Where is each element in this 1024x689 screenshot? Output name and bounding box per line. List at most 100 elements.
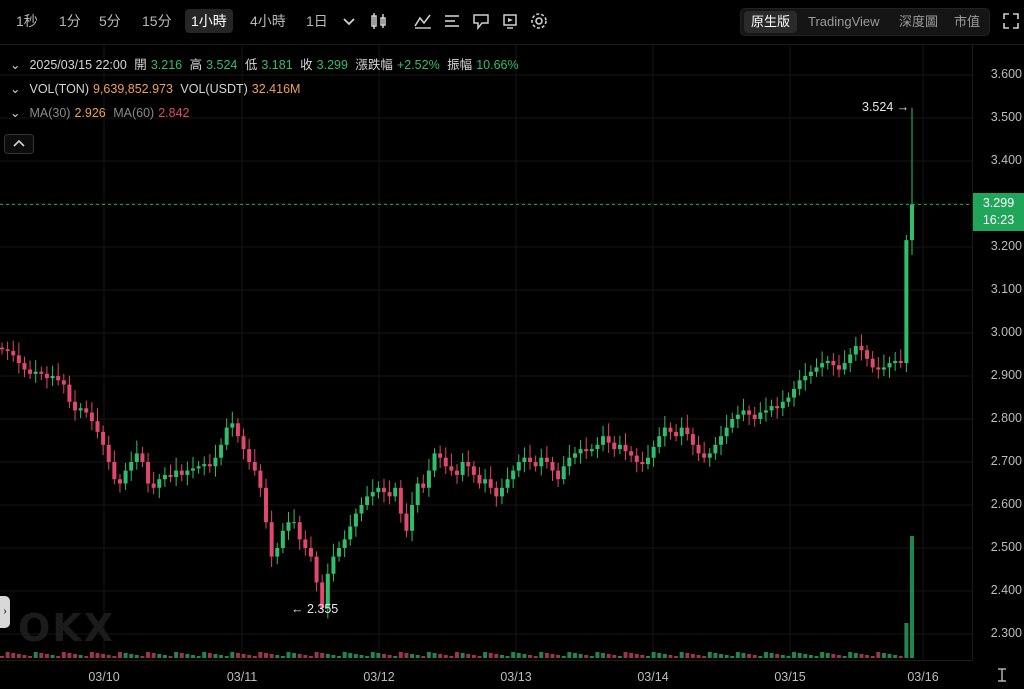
candle-body [140, 453, 145, 462]
candle-body [477, 474, 482, 484]
candle-body [865, 350, 870, 359]
candle-body [0, 347, 4, 350]
candle-countdown: 16:23 [982, 213, 1015, 227]
mode-market-cap[interactable]: 市值 [954, 14, 981, 29]
ma30-label: MA(30) [29, 106, 71, 120]
volume-bar [314, 652, 319, 658]
volume-bar [595, 652, 600, 658]
volume-bar [95, 653, 100, 658]
reset-scale-icon[interactable] [994, 667, 1010, 683]
candle-body [645, 457, 650, 465]
replay-icon[interactable] [499, 10, 521, 32]
candle-body [337, 548, 342, 557]
drawing-icon[interactable] [470, 10, 492, 32]
volume-bar [842, 656, 847, 658]
timeframe-4h[interactable]: 4小時 [250, 13, 286, 29]
timeframe-15m[interactable]: 15分 [142, 13, 172, 29]
volume-bar [106, 655, 111, 658]
candle-body [230, 423, 235, 428]
chevron-down-icon[interactable]: ⌄ [10, 106, 21, 120]
mode-native[interactable]: 原生版 [744, 11, 798, 33]
volume-bar [404, 653, 409, 658]
volume-bar [803, 654, 808, 658]
volume-bar [331, 655, 336, 658]
volume-bar [258, 652, 263, 658]
volume-bar [348, 653, 353, 658]
price-tick-label: 2.600 [990, 497, 1022, 511]
chevron-down-icon[interactable]: ⌄ [10, 58, 21, 72]
timeframe-1d[interactable]: 1日 [306, 13, 328, 29]
expand-panel-button[interactable]: › [0, 596, 10, 628]
mode-depth[interactable]: 深度圖 [899, 14, 939, 29]
volume-bar [370, 652, 375, 658]
candle-body [5, 349, 10, 352]
candle-body [174, 470, 179, 478]
indicators-icon[interactable] [412, 10, 434, 32]
settings-list-icon[interactable] [441, 10, 463, 32]
timeframe-1m[interactable]: 1分 [59, 13, 81, 29]
chevron-down-icon[interactable] [338, 10, 360, 32]
expand-icon[interactable] [1000, 10, 1022, 32]
volume-bar [320, 653, 325, 658]
volume-bar [747, 654, 752, 658]
volume-bar [50, 655, 55, 658]
time-tick-label: 03/10 [88, 670, 120, 684]
vol-base-value: 9,639,852.973 [92, 82, 173, 96]
candle-body [910, 204, 914, 241]
candle-type-icon[interactable] [368, 10, 390, 32]
volume-bar [904, 623, 909, 658]
volume-bar [668, 655, 673, 658]
candle-body [685, 427, 690, 435]
timeframe-1h[interactable]: 1小時 [185, 9, 233, 33]
volume-bar [758, 656, 763, 658]
price-axis[interactable]: 3.600 3.500 3.400 3.200 3.100 3.000 2.900 2.800… [972, 45, 1024, 660]
volume-bar [112, 656, 117, 658]
candle-body [320, 582, 325, 609]
time-axis[interactable]: 03/10 03/11 03/12 03/13 03/14 03/15 03/16 [0, 660, 972, 689]
volume-bar [483, 652, 488, 658]
candle-body [359, 505, 364, 514]
volume-bar [556, 655, 561, 658]
timeframe-1s[interactable]: 1秒 [16, 13, 38, 29]
volume-bar [881, 653, 886, 658]
candle-body [22, 363, 27, 370]
volume-bar [640, 655, 645, 658]
candle-body [325, 573, 330, 609]
candlestick-chart[interactable] [0, 45, 972, 660]
chevron-down-icon[interactable]: ⌄ [10, 82, 21, 96]
gear-icon[interactable] [528, 10, 550, 32]
volume-bar [28, 656, 33, 658]
volume-bar [466, 654, 471, 658]
collapse-legend-button[interactable] [4, 134, 34, 154]
candle-body [432, 453, 437, 471]
candle-body [825, 360, 830, 364]
candle-body [84, 408, 89, 413]
timeframe-5m[interactable]: 5分 [99, 13, 121, 29]
volume-bar [207, 653, 212, 658]
volume-bar [707, 652, 712, 658]
time-tick-label: 03/11 [226, 670, 258, 684]
candle-body [443, 457, 448, 467]
volume-bar [870, 656, 875, 658]
mode-tradingview[interactable]: TradingView [808, 14, 880, 29]
volume-bar [157, 654, 162, 658]
candle-body [814, 367, 819, 372]
candle-body [601, 436, 606, 445]
price-tick-label: 3.000 [990, 325, 1022, 339]
volume-bar [421, 656, 426, 658]
volume-bar [623, 652, 628, 658]
volume-bar [876, 652, 881, 658]
price-tick-label: 2.700 [990, 454, 1022, 468]
volume-bar [528, 655, 533, 658]
volume-bar [151, 653, 156, 658]
volume-bar [865, 655, 870, 658]
volume-bar [264, 653, 269, 658]
candle-body [567, 457, 572, 467]
candle-body [589, 449, 594, 452]
candle-body [522, 457, 527, 462]
candle-body [314, 556, 319, 583]
candle-body [617, 444, 622, 450]
volume-bar [589, 656, 594, 658]
candle-body [269, 522, 274, 557]
volume-bar [792, 652, 797, 658]
